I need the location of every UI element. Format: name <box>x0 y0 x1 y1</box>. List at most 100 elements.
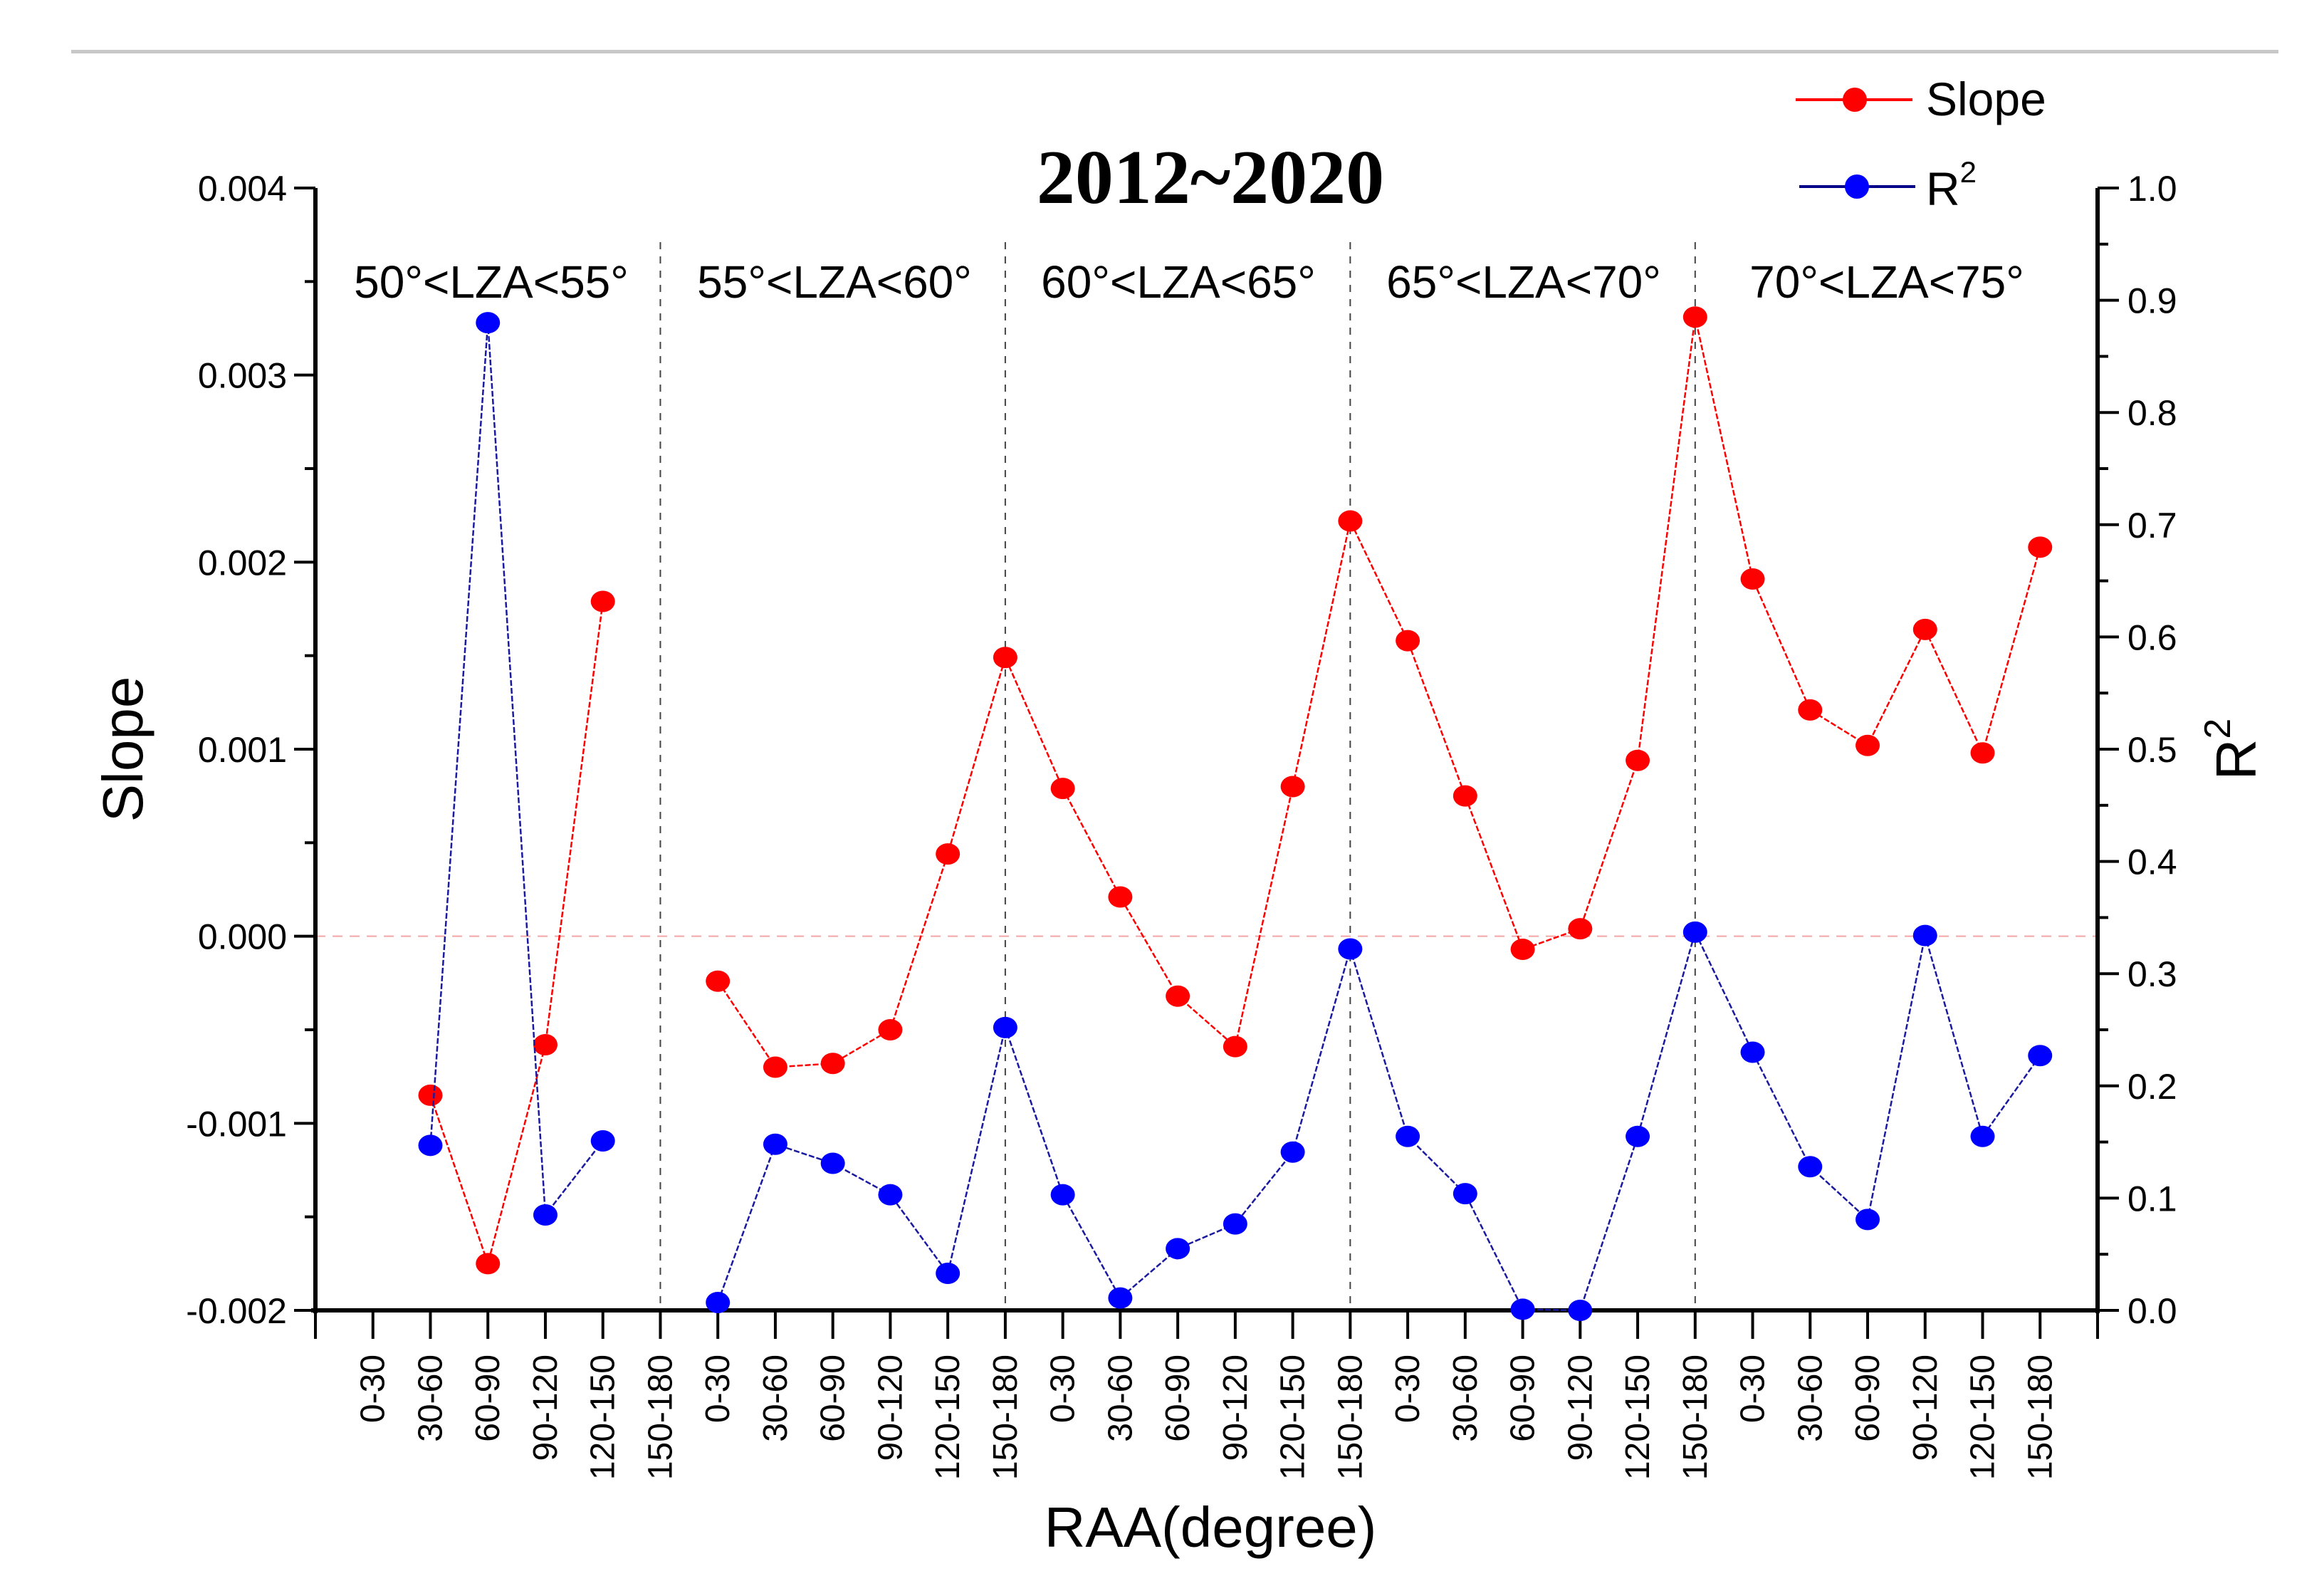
data-point-slope <box>590 590 615 612</box>
x-tick-label: 90-120 <box>1907 1355 1944 1461</box>
data-point-r2 <box>1510 1298 1535 1320</box>
x-tick-label: 150-180 <box>1677 1355 1715 1480</box>
data-point-r2 <box>936 1262 961 1284</box>
x-tick-label: 90-120 <box>1561 1355 1599 1461</box>
data-point-slope <box>1223 1035 1247 1058</box>
group-label: 70°<LZA<75° <box>1749 256 2024 308</box>
y2-tick-label: 0.6 <box>2127 617 2177 657</box>
red-circle-marker-icon <box>1843 88 1867 112</box>
data-point-r2 <box>2028 1045 2053 1067</box>
series-line-slope <box>717 316 2041 1068</box>
chart-title: 2012~2020 <box>1037 135 1384 220</box>
y2-tick-label: 1.0 <box>2127 169 2177 209</box>
data-point-r2 <box>418 1134 443 1157</box>
x-tick-label: 30-60 <box>412 1355 449 1442</box>
data-point-slope <box>763 1056 787 1078</box>
data-point-slope <box>1338 510 1363 532</box>
x-tick-label: 150-180 <box>2021 1355 2059 1480</box>
x-tick-label: 30-60 <box>757 1355 795 1442</box>
x-tick-label: 120-150 <box>1274 1355 1312 1480</box>
y2-tick-label: 0.4 <box>2127 842 2177 882</box>
data-point-slope <box>1798 699 1823 721</box>
x-tick-label: 60-90 <box>1159 1355 1197 1442</box>
data-point-r2 <box>1223 1213 1247 1235</box>
x-tick-label: 60-90 <box>1504 1355 1542 1442</box>
x-tick-label: 30-60 <box>1791 1355 1829 1442</box>
x-tick-label: 90-120 <box>1217 1355 1255 1461</box>
x-tick-label: 0-30 <box>1734 1355 1772 1423</box>
x-tick-label: 60-90 <box>815 1355 852 1442</box>
group-label: 60°<LZA<65° <box>1041 256 1316 308</box>
x-tick-label: 120-150 <box>585 1355 622 1480</box>
x-tick-label: 0-30 <box>1045 1355 1082 1423</box>
data-point-slope <box>1166 985 1190 1007</box>
data-point-slope <box>1912 618 1937 640</box>
y2-tick-label: 0.9 <box>2127 281 2177 321</box>
x-tick-label: 60-90 <box>1849 1355 1887 1442</box>
data-point-r2 <box>1396 1125 1420 1147</box>
data-point-slope <box>1970 742 1995 764</box>
data-point-r2 <box>1626 1125 1650 1147</box>
y-tick-label: -0.002 <box>186 1291 287 1331</box>
series-line-r2 <box>429 323 604 1218</box>
data-point-slope <box>1740 568 1765 590</box>
data-point-slope <box>820 1053 845 1075</box>
x-tick-label: 60-90 <box>469 1355 507 1442</box>
data-point-slope <box>1855 734 1880 756</box>
data-point-r2 <box>1855 1209 1880 1231</box>
data-point-r2 <box>1568 1300 1593 1321</box>
group-label: 65°<LZA<70° <box>1386 256 1661 308</box>
x-tick-label: 150-180 <box>642 1355 679 1480</box>
x-tick-label: 90-120 <box>527 1355 565 1461</box>
data-point-slope <box>1568 918 1593 940</box>
group-label: 55°<LZA<60° <box>697 256 972 308</box>
series-line-slope <box>429 601 604 1267</box>
data-point-slope <box>1452 785 1477 807</box>
legend-label-slope: Slope <box>1926 73 2046 125</box>
y-tick-label: -0.001 <box>186 1104 287 1144</box>
data-point-slope <box>533 1034 558 1056</box>
data-point-slope <box>476 1253 501 1275</box>
data-point-r2 <box>1798 1156 1823 1178</box>
blue-circle-marker-icon <box>1845 174 1869 199</box>
x-tick-label: 150-180 <box>987 1355 1025 1480</box>
data-point-r2 <box>533 1204 558 1226</box>
legend-item-slope: Slope <box>1796 73 2046 125</box>
group-label: 50°<LZA<55° <box>354 256 629 308</box>
y-axis-label-slope: Slope <box>91 677 155 823</box>
data-point-r2 <box>820 1152 845 1174</box>
data-point-slope <box>936 843 961 865</box>
y2-tick-label: 0.2 <box>2127 1067 2177 1107</box>
data-point-slope <box>878 1019 903 1040</box>
data-point-r2 <box>1912 924 1937 946</box>
x-tick-label: 120-150 <box>1964 1355 2002 1480</box>
y-tick-label: 0.000 <box>198 917 287 957</box>
legend-label-r2: R2 <box>1926 155 1977 215</box>
y-tick-label: 0.002 <box>198 543 287 583</box>
data-point-slope <box>2028 536 2053 558</box>
data-point-r2 <box>1740 1041 1765 1063</box>
x-tick-label: 150-180 <box>1331 1355 1369 1480</box>
data-point-r2 <box>878 1184 903 1206</box>
plot-area: 50°<LZA<55° 55°<LZA<60° 60°<LZA<65° 65°<LZA… <box>186 169 2177 1480</box>
y-tick-label: 0.003 <box>198 356 287 396</box>
data-point-slope <box>1108 886 1133 908</box>
legend-item-r2: R2 <box>1799 155 1977 215</box>
x-tick-label: 30-60 <box>1101 1355 1139 1442</box>
x-tick-label: 30-60 <box>1447 1355 1485 1442</box>
x-tick-label: 0-30 <box>699 1355 737 1423</box>
data-point-r2 <box>1682 921 1707 943</box>
data-point-slope <box>1280 776 1305 798</box>
legend: Slope R2 <box>1796 73 2046 215</box>
data-point-slope <box>1682 306 1707 328</box>
data-point-r2 <box>1338 938 1363 960</box>
data-point-slope <box>418 1084 443 1106</box>
data-point-slope <box>1626 749 1650 771</box>
data-point-slope <box>1510 939 1535 961</box>
y-tick-label: 0.001 <box>198 730 287 770</box>
data-point-r2 <box>476 312 501 334</box>
data-point-slope <box>993 647 1017 669</box>
data-point-slope <box>1396 630 1420 652</box>
x-tick-label: 90-120 <box>872 1355 909 1461</box>
data-point-r2 <box>1050 1184 1075 1206</box>
